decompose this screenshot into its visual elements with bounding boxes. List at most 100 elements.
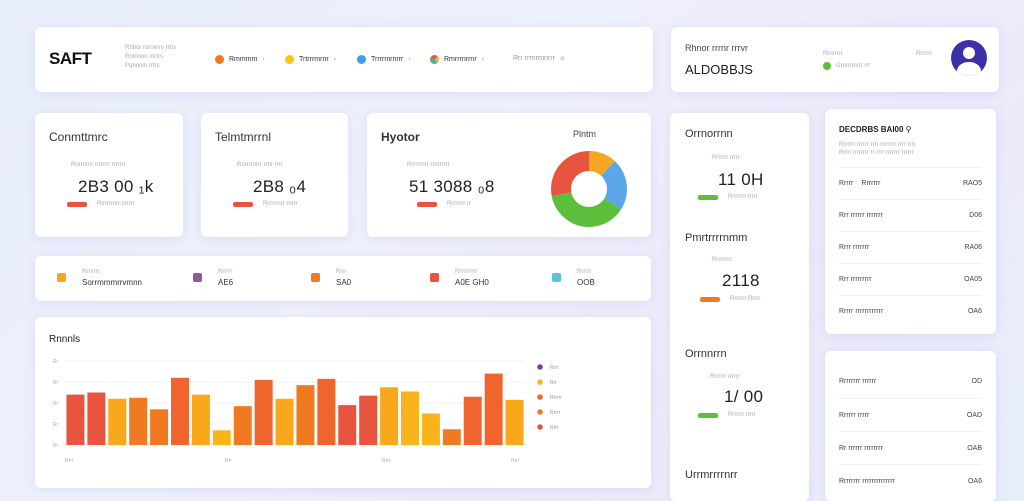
category-square-icon bbox=[552, 273, 561, 282]
bar-chart-card: Rnnnls Rr Rr Rr Rr Rr Rrrr Rrr Rrrr Rrrr Rrrr Rrr R… bbox=[35, 317, 651, 488]
nav-item-0[interactable]: Rmmmm › bbox=[215, 55, 265, 64]
kpi-indicator-bar bbox=[233, 201, 253, 207]
nav-item-4[interactable]: Rrr rrrnrrnnrrr bbox=[513, 55, 565, 62]
legend-dot-icon bbox=[537, 409, 543, 415]
donut-slice[interactable] bbox=[551, 192, 622, 227]
chart-bar[interactable] bbox=[338, 405, 357, 445]
nav-item-1[interactable]: Trtrrrmrnr › bbox=[285, 55, 336, 64]
table-row[interactable]: Rrrrr Rrrrrrr RAO5 bbox=[839, 167, 982, 199]
table-row[interactable]: Rrrrr rrrrrrrrrrrr OA6 bbox=[839, 295, 982, 327]
chart-bar[interactable] bbox=[233, 406, 252, 445]
user-status-label: Rrnrrrrr bbox=[823, 51, 843, 57]
user-summary-card: Rhnor rrrnr rrrvr ALDOBBJS Rrnrrrrr Grnr… bbox=[671, 27, 999, 92]
chart-bar[interactable] bbox=[359, 395, 378, 445]
chart-bar[interactable] bbox=[317, 378, 336, 445]
metrics-column: Orrnorrnn Rrrrrrr rrrrr 11 0H Rrrrrrrr r… bbox=[670, 113, 809, 501]
chart-bar[interactable] bbox=[463, 396, 482, 445]
dot-icon bbox=[560, 56, 565, 61]
y-tick-label: Rr bbox=[53, 359, 59, 365]
data-table-card: DECDRBS BAI00 ⚲ Rrrrrrr rrrrrr rrrr rrrr… bbox=[825, 109, 996, 334]
chart-bar[interactable] bbox=[171, 377, 189, 445]
legend-dot-icon bbox=[537, 364, 543, 370]
legend-label: Rrrrr bbox=[550, 410, 561, 416]
logo-subtitle: Rhbor roroerrv rrtrs Rotnnnn mrtrs Pqnno… bbox=[125, 45, 177, 69]
nav-item-3[interactable]: Rmrrrnrrnr › bbox=[430, 55, 484, 64]
chart-bar[interactable] bbox=[380, 387, 399, 445]
chart-bar[interactable] bbox=[275, 398, 294, 445]
donut-chart[interactable] bbox=[547, 147, 631, 231]
table-row[interactable]: Rrrrrrrr rrrrrr OD bbox=[839, 378, 982, 385]
kpi-value: 51 3088 ₀8 bbox=[409, 177, 495, 196]
user-extra: Rrrrrrr bbox=[916, 51, 933, 57]
chart-bar[interactable] bbox=[87, 392, 106, 446]
legend-label: Rrrr bbox=[550, 425, 559, 431]
user-card-value: ALDOBBJS bbox=[685, 62, 753, 77]
chart-title: Rnnnls bbox=[49, 334, 81, 345]
nav-item-2[interactable]: Trrrrmrnrrr › bbox=[357, 55, 411, 64]
table-row[interactable]: Rrrrrrrr rrrrrrrrrrrrrr OA6 bbox=[839, 464, 982, 497]
chart-bar[interactable] bbox=[484, 373, 503, 445]
strip-item[interactable]: Rrrrrr OOB bbox=[552, 269, 595, 287]
y-tick-label: Rr bbox=[53, 422, 59, 428]
strip-item[interactable]: Rrnrrrr Sorrmmmrrvmnn bbox=[57, 269, 142, 287]
chart-bar[interactable] bbox=[108, 398, 127, 445]
chart-bar[interactable] bbox=[296, 385, 315, 445]
avatar[interactable] bbox=[951, 40, 987, 76]
x-tick-label: Rrrr bbox=[382, 458, 391, 464]
kpi-card-2: Hyotor Rrrrrrnrr rrnrrrrrr 51 3088 ₀8 Rr… bbox=[367, 113, 651, 237]
legend-dot-icon bbox=[537, 394, 543, 400]
donut-slice[interactable] bbox=[551, 151, 589, 197]
chart-bar[interactable] bbox=[442, 429, 461, 445]
legend-dot-icon bbox=[537, 424, 543, 430]
user-card-title: Rhnor rrrnr rrrvr bbox=[685, 43, 748, 53]
chart-bar[interactable] bbox=[66, 394, 85, 445]
kpi-indicator-bar bbox=[417, 201, 437, 207]
data-table-card-2: Rrrrrrrr rrrrrr OD Rrrrrr rrrrr OAD Rr rrrrr… bbox=[825, 351, 996, 501]
strip-item[interactable]: Rrrrrrrrrr A0E GH0 bbox=[430, 269, 489, 287]
category-square-icon bbox=[311, 273, 320, 282]
metric-indicator-bar bbox=[698, 194, 718, 200]
bar-chart[interactable]: Rr Rr Rr Rr Rr Rrrr Rrr Rrrr Rrrr Rrrr Rrr Rrrrrr Rr… bbox=[35, 317, 651, 488]
chart-bar[interactable] bbox=[421, 413, 440, 446]
kpi-card-0: Conmttmrc Rnrrnrnr rrnrrrr rrrrrrr 2B3 0… bbox=[35, 113, 183, 237]
table-row[interactable]: Rrr rrrrrrrrr OA05 bbox=[839, 263, 982, 295]
kpi-card-1: Telmtmrrnl Rnrrrrnrrr rrnr rrrr 2B8 ₀4 R… bbox=[201, 113, 348, 237]
user-status: Grnrrnnrrr rrr bbox=[823, 62, 870, 70]
strip-item[interactable]: Rrrr SA0 bbox=[311, 269, 351, 287]
chart-bar[interactable] bbox=[191, 394, 210, 445]
legend-label: Rrrr bbox=[550, 365, 559, 371]
x-tick-label: Rrrr bbox=[511, 458, 520, 464]
table-row[interactable]: Rr rrrrrr rrrrrrrr OAB bbox=[839, 431, 982, 464]
table-title: DECDRBS BAI00 ⚲ bbox=[839, 125, 912, 134]
kpi-title: Hyotor bbox=[381, 130, 420, 144]
category-square-icon bbox=[193, 273, 202, 282]
chart-bar[interactable] bbox=[505, 399, 524, 445]
table-row[interactable]: Rrrrrr rrrrr OAD bbox=[839, 398, 982, 431]
table-row[interactable]: Rrrr rrrrrrr RA06 bbox=[839, 231, 982, 263]
legend-label: Rrrrrr bbox=[550, 395, 562, 401]
app-logo[interactable]: SAFT bbox=[49, 49, 92, 68]
chart-bar[interactable] bbox=[254, 379, 273, 445]
chart-bar[interactable] bbox=[212, 430, 231, 445]
table-row[interactable]: Rrr rrrrrr rrrrrrr D06 bbox=[839, 199, 982, 231]
online-dot-icon bbox=[823, 62, 831, 70]
chart-bar[interactable] bbox=[401, 391, 419, 445]
kpi-value: 2B3 00 ₁k bbox=[78, 177, 154, 196]
kpi-title: Telmtmrrnl bbox=[215, 130, 271, 144]
kpi-title: Conmttmrc bbox=[49, 130, 108, 144]
donut-slice[interactable] bbox=[589, 151, 616, 176]
chart-bar[interactable] bbox=[129, 397, 148, 445]
donut-slice[interactable] bbox=[601, 161, 627, 210]
donut-title: Plntm bbox=[573, 129, 597, 139]
category-square-icon bbox=[430, 273, 439, 282]
legend-label: Rrr bbox=[550, 380, 557, 386]
x-tick-label: Rrrr bbox=[65, 458, 74, 464]
y-tick-label: Rr bbox=[53, 380, 59, 386]
kpi-value: 2B8 ₀4 bbox=[253, 177, 307, 196]
legend-dot-icon bbox=[537, 379, 543, 385]
y-tick-label: Rr bbox=[53, 401, 59, 407]
metric-indicator-bar bbox=[698, 412, 718, 418]
metric-value: 1/ 00 bbox=[724, 387, 764, 406]
chart-bar[interactable] bbox=[150, 409, 169, 445]
strip-item[interactable]: Rrrrrr AE6 bbox=[193, 269, 233, 287]
